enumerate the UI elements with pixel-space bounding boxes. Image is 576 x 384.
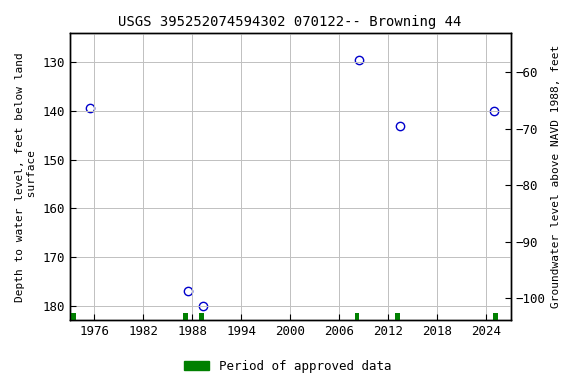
Y-axis label: Depth to water level, feet below land
 surface: Depth to water level, feet below land su…	[15, 52, 37, 301]
Bar	[71, 313, 76, 320]
Bar	[494, 313, 498, 320]
Bar	[183, 313, 188, 320]
Legend: Period of approved data: Period of approved data	[179, 355, 397, 378]
Bar	[199, 313, 204, 320]
Bar	[395, 313, 400, 320]
Y-axis label: Groundwater level above NAVD 1988, feet: Groundwater level above NAVD 1988, feet	[551, 45, 561, 308]
Bar	[355, 313, 359, 320]
Title: USGS 395252074594302 070122-- Browning 44: USGS 395252074594302 070122-- Browning 4…	[118, 15, 462, 29]
